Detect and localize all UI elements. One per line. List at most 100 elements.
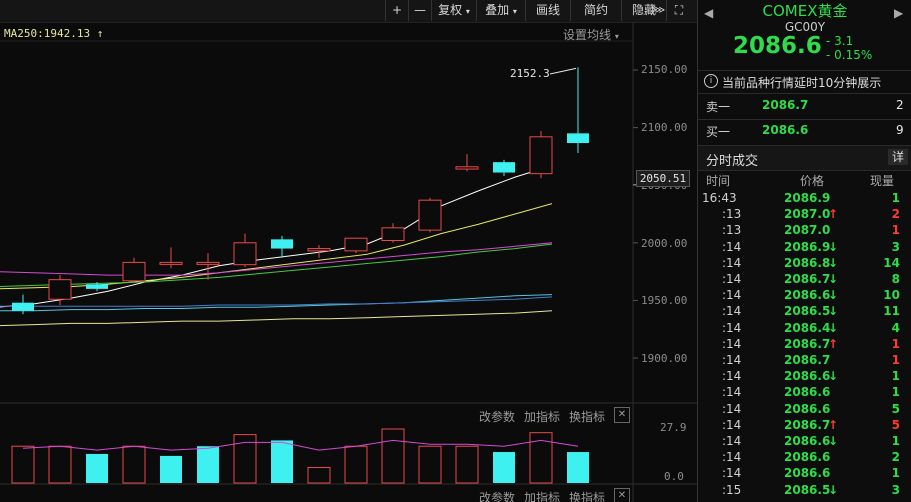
more-icon[interactable]: ⋙ — [651, 5, 666, 16]
tick-row: :14 2086.8 ↓ 14 — [698, 255, 911, 271]
tick-time: :13 — [722, 223, 742, 238]
price-tick: 2150.00 — [641, 63, 688, 76]
tick-row: :14 2086.7 1 — [698, 352, 911, 368]
candle-body — [12, 302, 34, 311]
last-price: 2086.6 — [733, 33, 822, 59]
tick-row: :15 2086.5 ↓ 3 — [698, 482, 911, 498]
candle-body — [233, 242, 257, 266]
candlestick-chart — [0, 22, 697, 502]
tick-qty: 1 — [891, 369, 900, 384]
tick-qty: 4 — [891, 320, 900, 335]
tick-time: :14 — [722, 417, 742, 432]
bid-row: 买一 2086.6 9 — [698, 119, 911, 142]
zoom-out-button[interactable]: — — [408, 0, 431, 21]
simple-mode-button[interactable]: 简约 — [570, 0, 621, 21]
volume-bar — [233, 434, 257, 484]
volume-bar — [48, 445, 72, 484]
ticks-title: 分时成交 — [706, 154, 759, 169]
tick-price: 2086.6 — [784, 401, 831, 416]
fuquan-button[interactable]: 复权 ▾ — [431, 0, 476, 21]
ask-price: 2086.7 — [762, 98, 809, 112]
overlay-button[interactable]: 叠加 ▾ — [476, 0, 525, 21]
tick-price: 2086.6 — [784, 434, 831, 448]
ticks-list[interactable]: 16:43 2086.9 1:13 2087.0 ↑ 2:13 2087.0 1:14 2086… — [698, 190, 911, 502]
tick-price: 2086.7 — [784, 353, 831, 367]
ma-settings-button[interactable]: 设置均线 ▾ — [563, 26, 619, 43]
volume-bar — [493, 452, 515, 483]
add-indicator-button-2[interactable]: 加指标 — [524, 491, 561, 502]
caret-down-icon: ▾ — [465, 7, 470, 16]
tick-row: :14 2086.7 ↓ 8 — [698, 271, 911, 287]
tick-row: :14 2086.5 ↓ 11 — [698, 303, 911, 319]
next-instrument-icon[interactable]: ▶ — [894, 6, 904, 20]
tick-price: 2086.4 — [784, 320, 831, 335]
volume-bar — [567, 452, 589, 483]
candle-body — [196, 261, 220, 265]
change-params-button-2[interactable]: 改参数 — [479, 491, 516, 502]
price-change: - 3.1 — [826, 34, 854, 48]
add-indicator-button[interactable]: 加指标 — [524, 410, 561, 424]
delay-notice: i 当前品种行情延时10分钟展示 — [698, 70, 911, 94]
arrow-down-icon: ↓ — [828, 320, 839, 335]
close-indicator-icon[interactable]: ✕ — [614, 407, 630, 423]
tick-qty: 11 — [883, 304, 900, 319]
detail-button[interactable]: 详 — [888, 149, 908, 165]
arrow-down-icon: ↓ — [828, 255, 839, 270]
zoom-in-button[interactable]: + — [385, 0, 408, 21]
change-params-button[interactable]: 改参数 — [479, 410, 516, 424]
tick-row: :14 2086.6 1 — [698, 465, 911, 481]
volume-bar — [197, 446, 219, 483]
volume-bar — [529, 432, 553, 484]
draw-line-button[interactable]: 画线 — [525, 0, 570, 21]
fuquan-label: 复权 — [438, 3, 463, 17]
kline-chart-pane[interactable]: + — 复权 ▾ 叠加 ▾ 画线 简约 隐藏 ⋙ ⛶ MA250:1942.13… — [0, 0, 697, 502]
instrument-name: COMEX黄金 — [762, 2, 848, 20]
tick-row: :14 2086.6 ↓ 10 — [698, 287, 911, 303]
tick-time: :14 — [722, 450, 742, 465]
volume-bar — [455, 445, 479, 484]
tick-row: :14 2086.6 ↓ 1 — [698, 433, 911, 449]
tick-row: :13 2087.0 1 — [698, 222, 911, 238]
hide-button[interactable]: 隐藏 — [621, 0, 666, 21]
candle-body — [529, 136, 553, 175]
ma250-text: MA250:1942.13 — [4, 27, 91, 40]
tick-qty: 1 — [891, 466, 900, 481]
candle-body — [86, 284, 108, 289]
tick-qty: 1 — [891, 385, 900, 400]
price-axis: 2150.00 2100.00 2050.00 2000.00 1950.00 … — [633, 23, 697, 403]
tick-qty: 1 — [891, 353, 900, 367]
tick-qty: 3 — [891, 482, 900, 497]
tick-qty: 1 — [891, 223, 900, 238]
switch-indicator-button-2[interactable]: 换指标 — [569, 491, 606, 502]
quote-panel: ◀ ▶ COMEX黄金 GC00Y 2086.6 - 3.1 - 0.15% i… — [697, 0, 911, 502]
ma-line — [0, 165, 553, 308]
tick-price: 2087.0 — [784, 207, 831, 222]
candle-body — [418, 199, 442, 231]
volume-zero-tick: 0.0 — [664, 470, 684, 483]
tick-row: :13 2087.0 ↑ 2 — [698, 206, 911, 222]
price-tick: 2100.00 — [641, 121, 688, 134]
tick-row: :14 2086.7 ↑ 5 — [698, 417, 911, 433]
arrow-up-icon: ↑ — [96, 27, 104, 40]
arrow-down-icon: ↓ — [828, 482, 839, 497]
tick-time: :14 — [722, 320, 742, 335]
tick-row: :14 2086.9 ↓ 3 — [698, 239, 911, 255]
tick-row: :14 2086.7 ↑ 1 — [698, 336, 911, 352]
arrow-up-icon: ↑ — [828, 207, 839, 222]
price-change-pct: - 0.15% — [826, 48, 873, 62]
tick-time: :14 — [722, 369, 742, 384]
switch-indicator-button[interactable]: 换指标 — [569, 410, 606, 424]
tick-time: :14 — [722, 385, 742, 400]
price-tick: 2000.00 — [641, 237, 688, 250]
prev-instrument-icon[interactable]: ◀ — [704, 6, 714, 20]
tick-row: :14 2086.4 ↓ 4 — [698, 320, 911, 336]
candle-body — [122, 261, 146, 282]
close-indicator-icon-2[interactable]: ✕ — [614, 488, 630, 502]
tick-qty: 1 — [891, 191, 900, 205]
arrow-down-icon: ↓ — [828, 272, 839, 286]
tick-price: 2086.9 — [784, 239, 831, 254]
tick-time: :14 — [722, 466, 742, 481]
bid-label: 买一 — [706, 125, 731, 139]
fullscreen-icon[interactable]: ⛶ — [666, 0, 691, 21]
tick-price: 2086.7 — [784, 336, 831, 351]
